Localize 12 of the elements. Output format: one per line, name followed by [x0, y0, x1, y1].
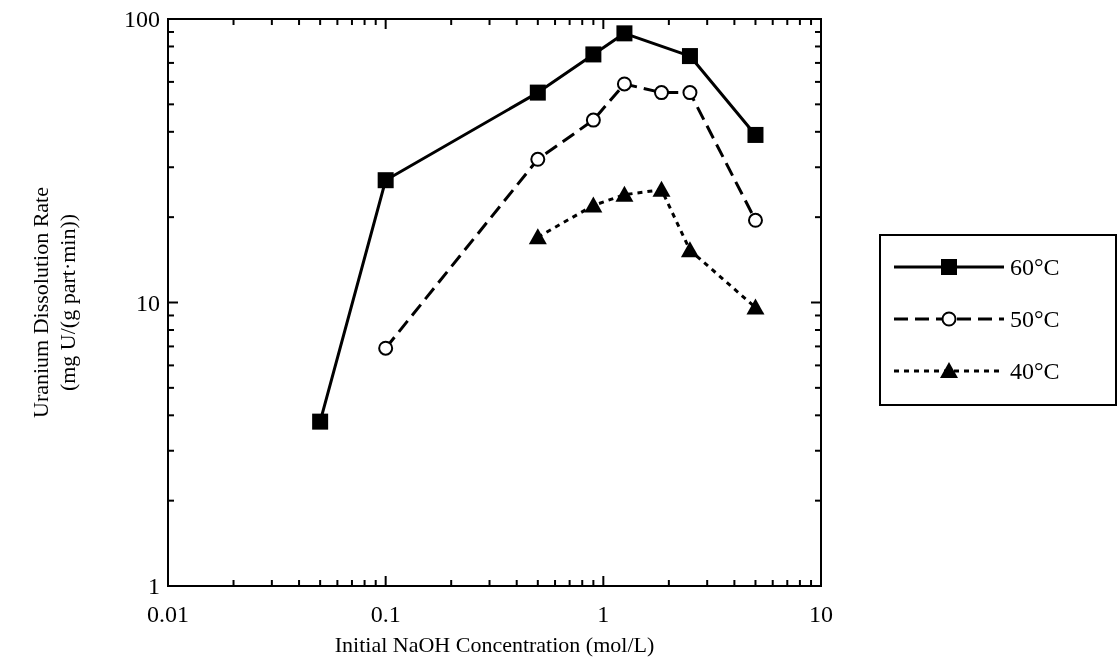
y-tick-label: 10 [136, 289, 160, 316]
legend-label: 50°C [1010, 306, 1060, 332]
x-tick-label: 10 [809, 601, 833, 627]
x-tick-label: 0.1 [370, 601, 401, 627]
y-tick-label: 100 [124, 6, 160, 32]
x-tick-label: 1 [597, 601, 610, 627]
y-axis-title: Uranium Dissolution Rate (mg U/(g part·min)) [28, 187, 80, 418]
y-tick-label: 1 [148, 573, 160, 599]
legend-label: 60°C [1010, 254, 1060, 280]
x-tick-label: 0.01 [147, 601, 189, 627]
x-axis-title: Initial NaOH Concentration (mol/L) [334, 632, 655, 657]
legend-label: 40°C [1010, 358, 1060, 384]
